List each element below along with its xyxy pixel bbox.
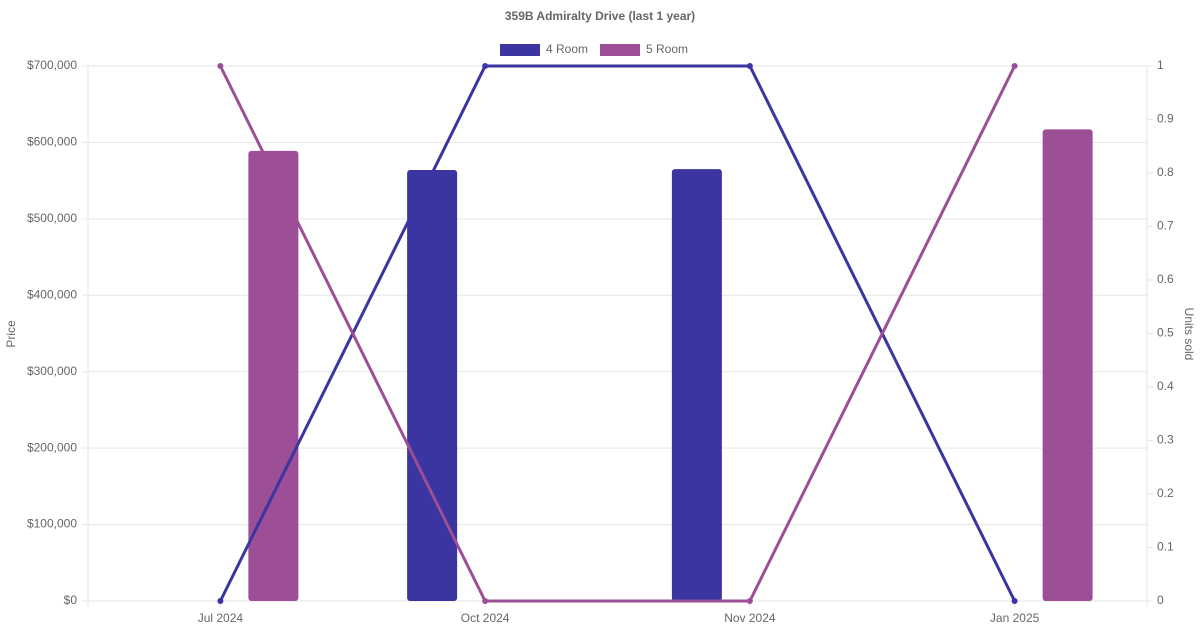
y2-tick-label: 0.5: [1157, 326, 1174, 340]
y2-tick-label: 0.8: [1157, 165, 1174, 179]
point: [1011, 63, 1018, 69]
y2-tick-label: 0.2: [1157, 486, 1174, 500]
legend-swatch: [600, 44, 640, 56]
y-axis-title: Price: [4, 320, 18, 348]
line: [219, 65, 1016, 603]
point: [746, 63, 753, 69]
y2-tick-label: 0.6: [1157, 272, 1174, 286]
point: [1011, 598, 1018, 604]
legend-label: 5 Room: [646, 42, 688, 56]
bar: [407, 169, 458, 601]
x-tick-label: Oct 2024: [461, 611, 510, 625]
chart-title: 359B Admiralty Drive (last 1 year): [505, 9, 695, 23]
y2-tick-label: 0.7: [1157, 219, 1174, 233]
y-tick-label: $100,000: [27, 517, 77, 531]
y2-axis-title: Units sold: [1182, 308, 1196, 361]
x-tick-label: Jul 2024: [198, 611, 244, 625]
line: [219, 64, 1016, 602]
bar: [1042, 129, 1093, 601]
legend-swatch: [500, 44, 540, 56]
point: [746, 598, 753, 604]
legend-label: 4 Room: [546, 42, 588, 56]
x-tick-label: Jan 2025: [990, 611, 1040, 625]
y-tick-label: $700,000: [27, 58, 77, 72]
y-tick-label: $400,000: [27, 287, 77, 301]
point: [482, 598, 489, 604]
y-tick-label: $0: [64, 593, 78, 607]
y2-tick-label: 0: [1157, 593, 1164, 607]
y2-tick-label: 0.3: [1157, 433, 1174, 447]
y2-tick-label: 0.4: [1157, 379, 1174, 393]
y-tick-label: $200,000: [27, 440, 77, 454]
bar: [248, 150, 299, 602]
y-tick-label: $600,000: [27, 135, 77, 149]
y2-tick-label: 0.1: [1157, 540, 1174, 554]
y2-tick-label: 1: [1157, 58, 1164, 72]
point: [217, 63, 224, 69]
y2-tick-label: 0.9: [1157, 112, 1174, 126]
bar: [671, 169, 722, 601]
point: [482, 63, 489, 69]
point: [217, 598, 224, 604]
x-tick-label: Nov 2024: [724, 611, 776, 625]
y-tick-label: $500,000: [27, 211, 77, 225]
y-tick-label: $300,000: [27, 364, 77, 378]
